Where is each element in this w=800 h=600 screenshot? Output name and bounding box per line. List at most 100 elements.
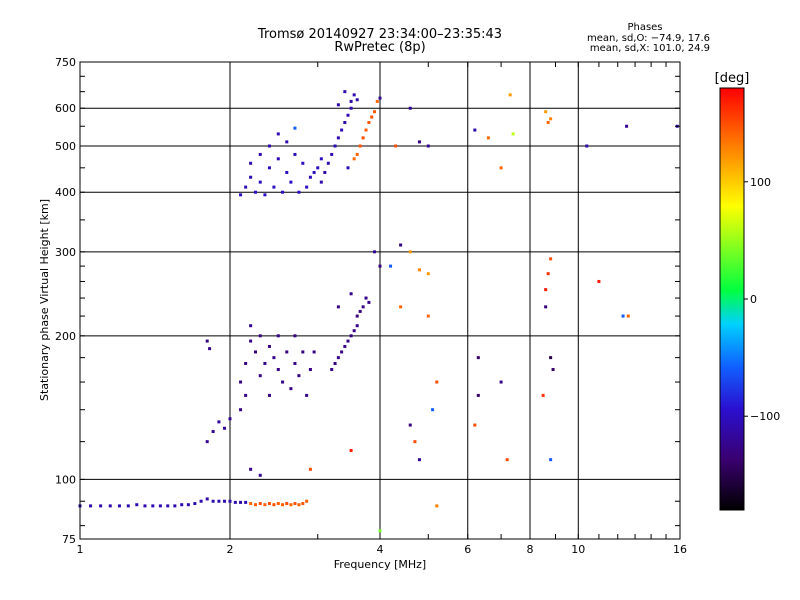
data-point [297, 374, 301, 378]
data-point [621, 314, 625, 318]
data-point [505, 458, 509, 462]
data-point [173, 504, 177, 508]
data-point [285, 140, 289, 144]
y-tick-label: 200 [55, 330, 76, 343]
data-point [349, 292, 353, 296]
data-point [361, 305, 365, 309]
data-point [355, 314, 359, 318]
data-point [193, 502, 197, 506]
data-point [499, 380, 503, 384]
data-point [285, 350, 289, 354]
data-point [180, 503, 184, 507]
data-point [293, 361, 297, 365]
data-point [355, 324, 359, 328]
data-point [108, 504, 112, 508]
data-point [258, 334, 262, 338]
data-point [253, 503, 257, 507]
y-tick-label: 750 [55, 56, 76, 69]
colorbar-ticks: 100 0 −100 [744, 176, 780, 423]
data-point [166, 504, 170, 508]
data-point [281, 503, 285, 507]
data-point [217, 499, 221, 503]
data-point [373, 250, 377, 254]
data-point [378, 264, 382, 268]
data-point [158, 504, 162, 508]
data-point [346, 166, 350, 170]
data-point [426, 314, 430, 318]
data-point [361, 136, 365, 140]
data-point [276, 367, 280, 371]
data-point [373, 110, 377, 114]
data-point [228, 417, 232, 421]
data-point [312, 350, 316, 354]
data-point [267, 166, 271, 170]
y-tick-label: 500 [55, 140, 76, 153]
data-points [78, 90, 679, 533]
data-point [352, 93, 356, 97]
chart-subtitle: RwPretec (8p) [334, 40, 426, 55]
data-point [297, 190, 301, 194]
data-point [378, 96, 382, 100]
data-point [289, 503, 293, 507]
data-point [263, 503, 267, 507]
x-tick-label: 6 [464, 543, 471, 556]
data-point [249, 467, 253, 471]
x-axis-label: Frequency [MHz] [334, 558, 426, 571]
data-point [426, 144, 430, 148]
data-point [549, 356, 553, 360]
data-point [301, 350, 305, 354]
data-point [205, 497, 209, 501]
data-point [549, 117, 553, 121]
data-point [389, 264, 393, 268]
data-point [305, 393, 309, 397]
data-point [308, 467, 312, 471]
data-point [546, 272, 550, 276]
data-point [244, 361, 248, 365]
data-point [289, 387, 293, 391]
colorbar-label: [deg] [715, 71, 750, 86]
data-point [249, 339, 253, 343]
x-tick-label: 1 [77, 543, 84, 556]
data-point [239, 500, 243, 504]
data-point [417, 268, 421, 272]
data-point [289, 180, 293, 184]
data-point [272, 503, 276, 507]
y-tick-label: 400 [55, 186, 76, 199]
data-point [267, 502, 271, 506]
y-axis-ticks: 75 100 200 300 400 500 600 750 [55, 56, 680, 546]
data-point [285, 502, 289, 506]
data-point [375, 99, 379, 103]
data-point [276, 334, 280, 338]
data-point [476, 356, 480, 360]
data-point [293, 334, 297, 338]
data-point [223, 426, 227, 430]
data-point [343, 344, 347, 348]
data-point [336, 103, 340, 107]
data-point [336, 305, 340, 309]
data-point [544, 288, 548, 292]
data-point [276, 502, 280, 506]
data-point [258, 374, 262, 378]
data-point [186, 503, 190, 507]
data-point [244, 393, 248, 397]
stats-heading: Phases [627, 22, 663, 33]
data-point [211, 499, 215, 503]
colorbar-tick-label: −100 [750, 410, 780, 423]
data-point [281, 380, 285, 384]
data-point [223, 499, 227, 503]
data-point [476, 393, 480, 397]
data-point [258, 502, 262, 506]
data-point [316, 166, 320, 170]
data-point [217, 420, 221, 424]
data-point [293, 126, 297, 130]
data-point [330, 152, 334, 156]
data-point [358, 144, 362, 148]
data-point [333, 144, 337, 148]
x-tick-label: 4 [377, 543, 384, 556]
data-point [343, 121, 347, 125]
data-point [249, 161, 253, 165]
data-point [258, 473, 262, 477]
data-point [625, 124, 629, 128]
data-point [305, 499, 309, 503]
data-point [340, 350, 344, 354]
